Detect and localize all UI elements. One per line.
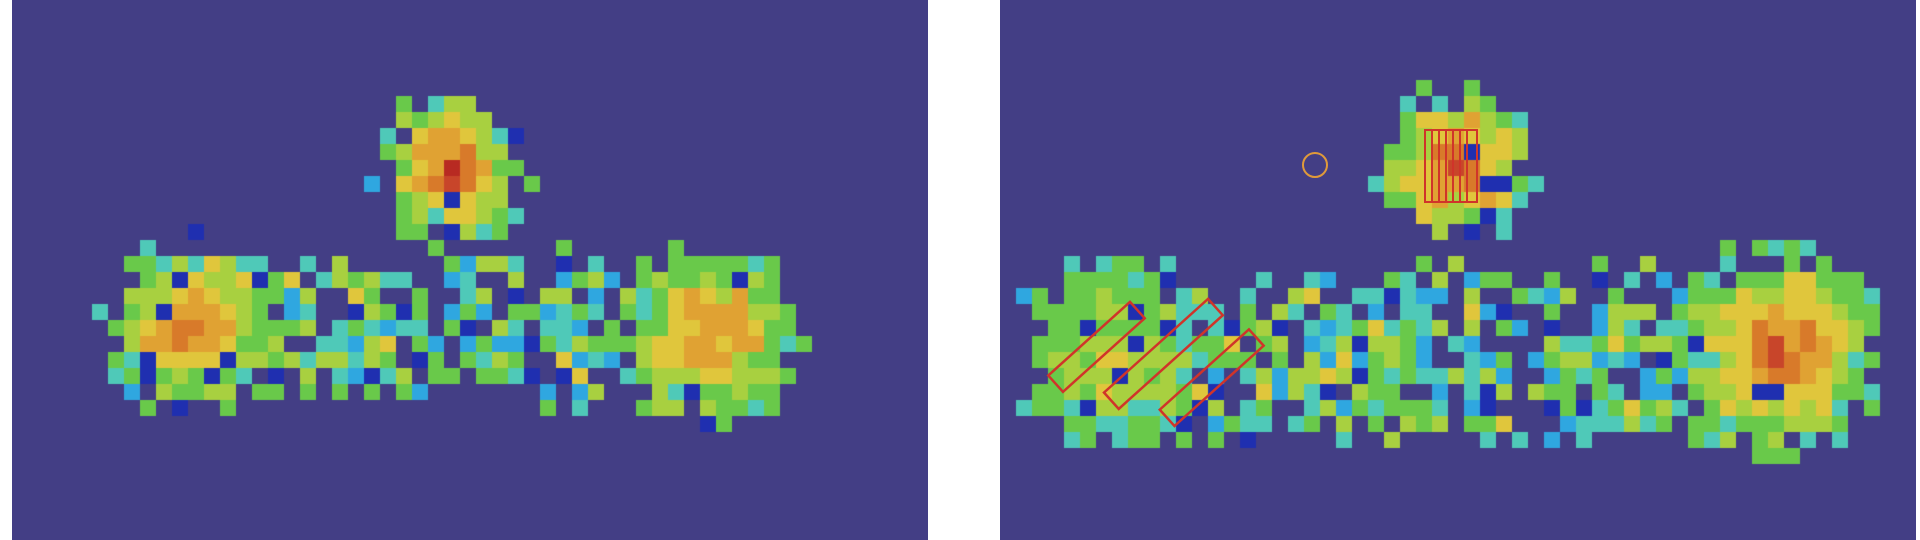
- hatched-box-overlay: [1424, 129, 1478, 203]
- heatmap-canvas-left: [12, 0, 928, 540]
- heatmap-panel-left: [12, 0, 928, 540]
- tilted-rectangle-overlay: [1046, 297, 1266, 428]
- heatmap-canvas-right: [1000, 0, 1916, 540]
- overlay-layer-right: [1046, 129, 1478, 428]
- small-circle-marker: [1302, 152, 1328, 178]
- heatmap-panel-right: [1000, 0, 1916, 540]
